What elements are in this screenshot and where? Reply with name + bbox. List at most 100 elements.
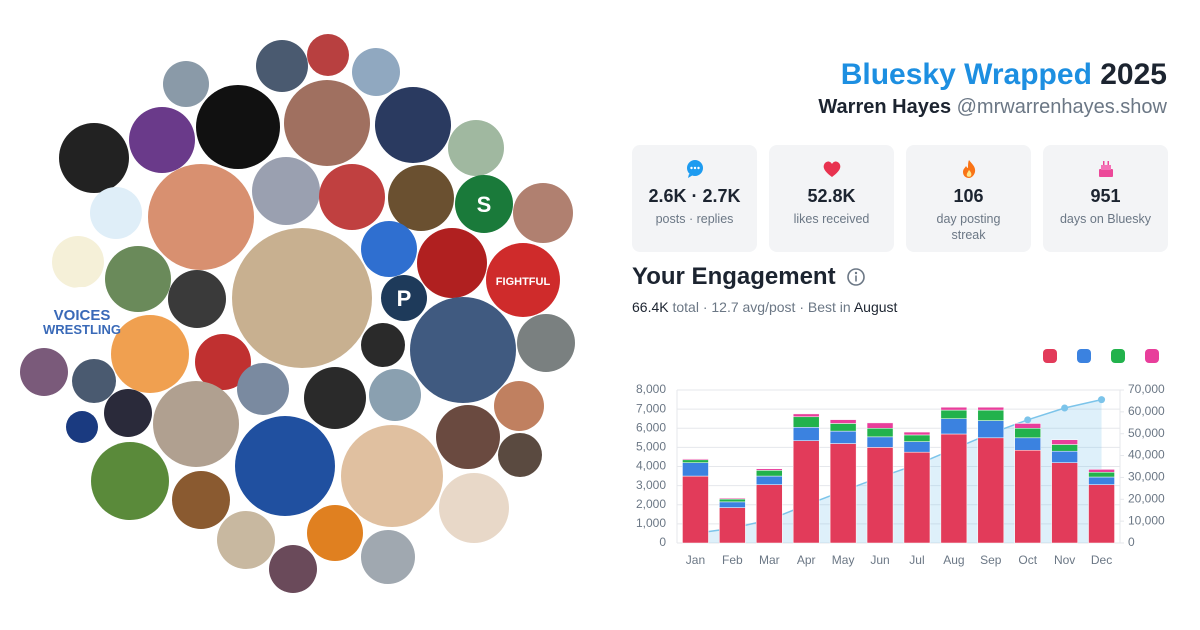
user-handle[interactable]: @mrwarrenhayes.show (956, 96, 1167, 118)
avatar (361, 221, 417, 277)
y-tick-label: 0 (659, 535, 666, 549)
avatar (439, 473, 509, 543)
bar-segment (792, 413, 820, 418)
icon (962, 160, 975, 178)
avatar (256, 40, 308, 92)
bar-segment (756, 484, 783, 544)
avatar (513, 183, 573, 243)
x-tick-label: Feb (722, 553, 743, 567)
summary-best: August (853, 299, 898, 315)
stat-card: 52.8K likes received (769, 145, 894, 252)
stat-card: 106 day posting streak (906, 145, 1031, 252)
line-point (765, 516, 773, 524)
avatar (307, 34, 349, 76)
avatar (196, 85, 280, 169)
icon (1098, 161, 1113, 177)
legend-icon[interactable] (1111, 349, 1125, 363)
avatar (284, 80, 370, 166)
bar-segment (1051, 439, 1078, 445)
stat-label: likes received (793, 212, 870, 226)
avatar (252, 157, 320, 225)
avatar (217, 511, 275, 569)
bar-segment (977, 437, 1005, 544)
avatar (168, 270, 226, 328)
avatar (410, 297, 516, 403)
avatar (494, 381, 544, 431)
avatar (486, 243, 560, 317)
avatar (517, 314, 575, 372)
y2-tick-label: 60,000 (1128, 404, 1165, 418)
avatar (195, 334, 251, 390)
y-tick-label: 8,000 (636, 382, 666, 396)
bar-segment (719, 497, 746, 500)
avatar (72, 359, 116, 403)
line-point (876, 473, 884, 481)
line-point (839, 487, 847, 495)
bar-segment (829, 430, 857, 444)
avatar (455, 175, 513, 233)
bar-segment (1014, 423, 1041, 429)
y2-tick-label: 20,000 (1128, 491, 1165, 505)
info-icon[interactable] (846, 267, 866, 287)
bar-segment (756, 475, 783, 485)
x-tick-label: Dec (1091, 553, 1112, 567)
avatar (375, 87, 451, 163)
avatar (104, 389, 152, 437)
x-tick-label: Jul (909, 553, 924, 567)
avatar (381, 275, 427, 321)
engagement-summary: 66.4K total · 12.7 avg/post · Best in Au… (632, 299, 897, 315)
legend-swatch (1111, 349, 1125, 363)
legend-icon[interactable] (1043, 349, 1057, 363)
bar-segment (940, 433, 968, 544)
avatar (232, 228, 372, 368)
bar-segment (719, 507, 746, 544)
x-tick-label: Nov (1054, 553, 1075, 567)
y-tick-label: 6,000 (636, 420, 666, 434)
line-point (913, 461, 921, 469)
x-tick-label: Mar (759, 553, 780, 567)
avatar (369, 369, 421, 421)
title-year: 2025 (1100, 58, 1167, 91)
bar-segment (1088, 484, 1115, 544)
summary-text: total · 12.7 avg/post · Best in (672, 299, 851, 315)
avatar-label: VOICES (54, 307, 111, 324)
bar-segment (903, 441, 931, 453)
legend-icon[interactable] (1077, 349, 1091, 363)
y2-tick-label: 50,000 (1128, 426, 1165, 440)
engagement-heading: Your Engagement (632, 263, 866, 291)
avatar (20, 348, 68, 396)
user: Warren Hayes @mrwarrenhayes.show (818, 96, 1167, 119)
legend-icon[interactable] (1145, 349, 1159, 363)
avatar (48, 287, 116, 355)
y-tick-label: 2,000 (636, 497, 666, 511)
legend-swatch (1043, 349, 1057, 363)
line (695, 398, 1102, 535)
bar-segment (682, 459, 709, 463)
avatar (91, 442, 169, 520)
x-tick-label: Jun (870, 553, 889, 567)
avatar (235, 416, 335, 516)
stat-card: 2.6K · 2.7K posts · replies (632, 145, 757, 252)
summary-total: 66.4K (632, 299, 669, 315)
x-tick-label: Oct (1018, 553, 1037, 567)
avatar (172, 471, 230, 529)
y-tick-label: 4,000 (636, 459, 666, 473)
avatar (448, 120, 504, 176)
avatar (352, 48, 400, 96)
avatar (52, 236, 104, 288)
bar-segment (1051, 450, 1078, 463)
y2-tick-label: 70,000 (1128, 382, 1165, 396)
avatar (105, 246, 171, 312)
y2-tick-label: 0 (1128, 535, 1135, 549)
avatar (111, 315, 189, 393)
bar-segment (903, 434, 931, 442)
avatar (129, 107, 195, 173)
avatar-label: WRESTLING (43, 322, 121, 337)
bar-segment (903, 451, 931, 544)
bar-segment (903, 431, 931, 436)
avatar (66, 411, 98, 443)
line-point (691, 529, 699, 537)
bar-segment (866, 428, 894, 438)
y2-tick-label: 30,000 (1128, 470, 1165, 484)
